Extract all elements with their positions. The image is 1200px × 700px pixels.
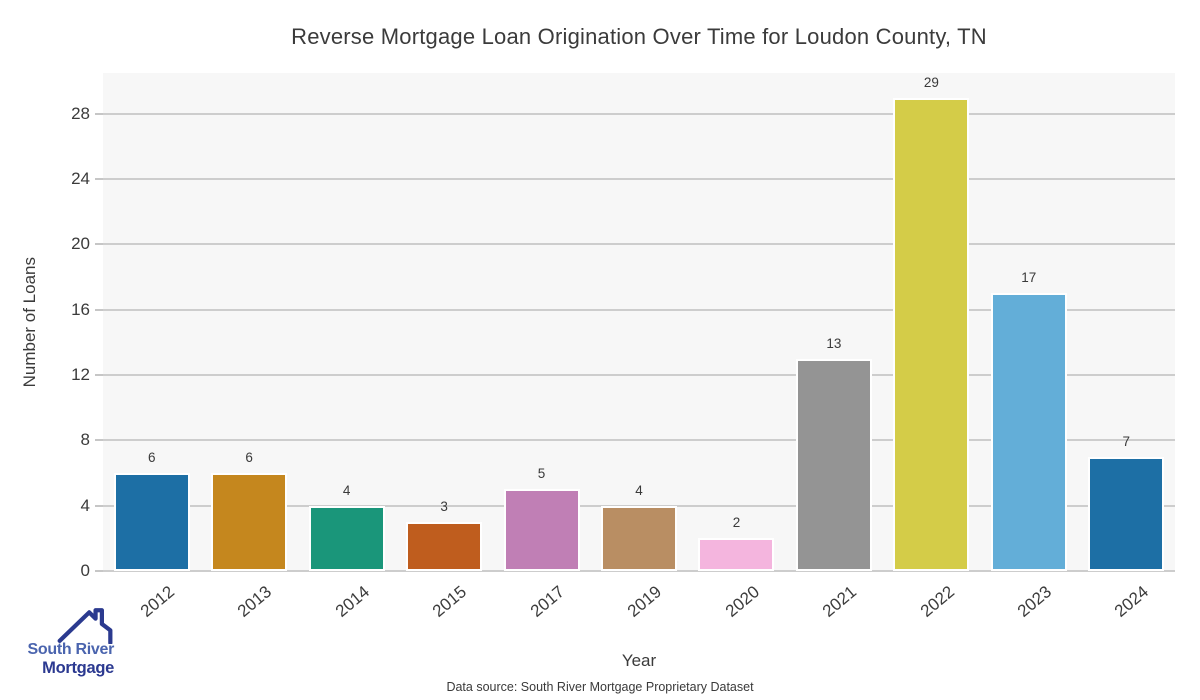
bar-2013 xyxy=(211,473,288,571)
bar-value-label-2022: 29 xyxy=(923,74,939,90)
data-source-note: Data source: South River Mortgage Propri… xyxy=(446,680,754,694)
x-tick-label-2015: 2015 xyxy=(429,582,471,621)
chart-title: Reverse Mortgage Loan Origination Over T… xyxy=(291,24,987,49)
gridline-y-24 xyxy=(103,178,1175,181)
y-tick-mark-16 xyxy=(95,308,103,311)
gridline-y-20 xyxy=(103,243,1175,246)
y-tick-mark-12 xyxy=(95,374,103,377)
x-tick-label-2019: 2019 xyxy=(624,582,666,621)
bar-2023 xyxy=(990,293,1067,571)
y-tick-mark-24 xyxy=(95,178,103,181)
logo-text-line1: South River xyxy=(27,641,115,658)
bar-2021 xyxy=(795,358,872,571)
bar-value-label-2020: 2 xyxy=(732,515,741,531)
bar-2012 xyxy=(113,473,190,571)
bar-value-label-2013: 6 xyxy=(245,450,253,466)
bar-2024 xyxy=(1088,456,1165,571)
gridline-y-16 xyxy=(103,308,1175,311)
gridline-y-0 xyxy=(103,570,1175,572)
x-tick-label-2024: 2024 xyxy=(1111,582,1153,621)
bar-value-label-2024: 7 xyxy=(1122,433,1131,449)
bar-value-label-2017: 5 xyxy=(537,466,546,482)
y-tick-mark-4 xyxy=(95,504,103,507)
y-tick-label-8: 8 xyxy=(80,430,90,450)
bar-2015 xyxy=(406,522,483,571)
y-tick-label-4: 4 xyxy=(80,495,90,515)
bar-value-label-2015: 3 xyxy=(440,499,448,515)
bar-2019 xyxy=(601,505,677,571)
bar-2017 xyxy=(503,489,580,571)
y-tick-mark-8 xyxy=(95,439,103,442)
bar-2022 xyxy=(893,97,970,571)
x-tick-label-2014: 2014 xyxy=(331,582,373,621)
y-tick-mark-0 xyxy=(95,570,103,572)
bar-value-label-2023: 17 xyxy=(1021,270,1037,286)
bar-value-label-2012: 6 xyxy=(147,450,156,466)
house-roof-icon xyxy=(18,606,114,646)
bar-2020 xyxy=(698,538,775,571)
y-tick-mark-28 xyxy=(95,112,103,115)
y-tick-label-20: 20 xyxy=(71,234,90,254)
y-tick-label-16: 16 xyxy=(71,299,90,319)
x-tick-label-2012: 2012 xyxy=(136,582,178,621)
x-tick-label-2022: 2022 xyxy=(916,582,958,621)
x-tick-label-2023: 2023 xyxy=(1013,582,1056,621)
plot-area: 6 6 4 3 5 4 2 13 29 17 7 xyxy=(103,73,1175,572)
x-tick-label-2021: 2021 xyxy=(818,582,861,621)
gridline-y-8 xyxy=(103,439,1175,442)
y-tick-label-24: 24 xyxy=(71,169,90,189)
y-tick-label-0: 0 xyxy=(80,561,90,580)
x-tick-label-2017: 2017 xyxy=(526,582,568,621)
bar-value-label-2014: 4 xyxy=(342,482,351,498)
bar-value-label-2021: 13 xyxy=(826,335,842,351)
bar-2014 xyxy=(308,505,385,571)
y-tick-label-28: 28 xyxy=(71,103,90,123)
gridline-y-12 xyxy=(103,374,1175,377)
y-tick-label-12: 12 xyxy=(71,365,90,385)
logo-text-line2: Mortgage xyxy=(42,658,114,677)
bar-value-label-2019: 4 xyxy=(635,482,643,498)
south-river-mortgage-logo: South River Mortgage xyxy=(18,606,114,677)
y-tick-mark-20 xyxy=(95,243,103,246)
gridline-y-28 xyxy=(103,112,1175,115)
x-tick-label-2020: 2020 xyxy=(721,582,763,621)
x-tick-label-2013: 2013 xyxy=(234,582,276,621)
x-axis-title: Year xyxy=(621,651,657,670)
